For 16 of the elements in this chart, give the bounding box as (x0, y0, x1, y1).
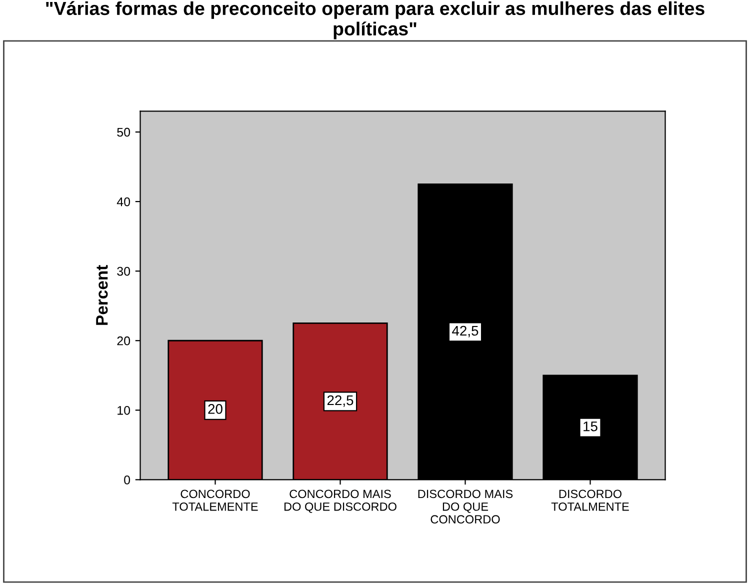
y-tick-label: 10 (118, 406, 130, 415)
y-tick-label: 30 (117, 266, 130, 276)
data-label: 20 (208, 404, 222, 414)
x-tick-label: DISCORDO TOTALMENTE (551, 490, 629, 511)
data-label: 22,5 (327, 395, 354, 407)
chart-title: "Várias formas de preconceito operam para excluir as mulheres das elites políticas" (46, 1, 704, 40)
x-tick-label: DISCORDO MAIS DO QUE CONCORDO (418, 490, 513, 524)
data-label: 15 (584, 422, 598, 432)
y-tick-label: 0 (124, 476, 130, 484)
y-tick-label: 50 (117, 128, 130, 137)
y-tick-label: 20 (117, 336, 130, 346)
y-axis-title: Percent (96, 265, 108, 325)
x-tick-label: CONCORDO TOTALEMENTE (172, 490, 258, 511)
data-label: 42,5 (452, 326, 478, 338)
y-tick-label: 40 (116, 197, 130, 206)
x-tick-label: CONCORDO MAIS DO QUE DISCORDO (284, 490, 396, 513)
